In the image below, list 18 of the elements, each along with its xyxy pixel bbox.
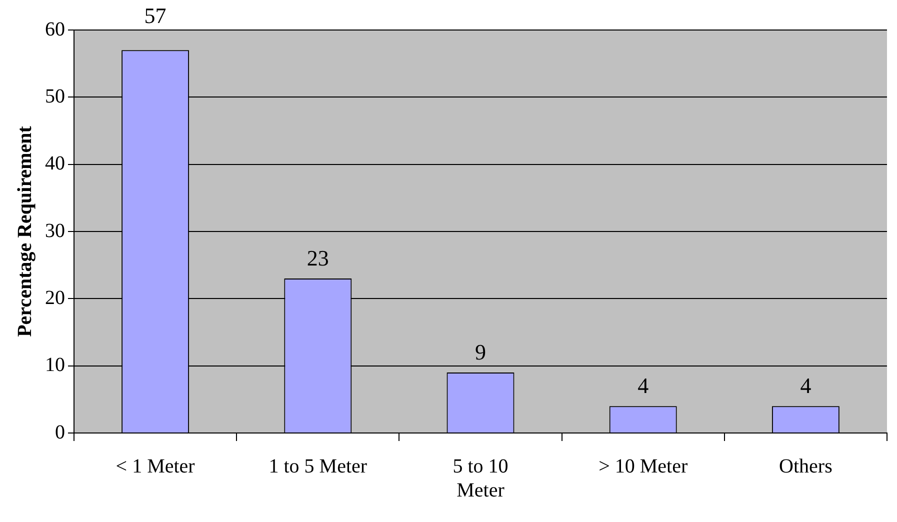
y-tick-label: 0 — [55, 421, 65, 444]
x-tick-label: 1 to 5 Meter — [268, 455, 368, 478]
x-tick-label: Others — [779, 455, 833, 478]
data-label: 57 — [144, 2, 166, 28]
y-tick-label: 50 — [45, 85, 65, 108]
x-tick-label: 5 to 10 Meter — [452, 455, 508, 502]
data-label: 9 — [475, 339, 486, 364]
y-tick-label: 10 — [45, 354, 65, 376]
y-axis-title: Percentage Requirement — [14, 126, 36, 337]
data-label: 4 — [638, 372, 649, 398]
data-label: 4 — [800, 372, 812, 398]
x-tick-label: > 10 Meter — [598, 455, 688, 478]
data-label: 23 — [306, 245, 329, 270]
x-tick-label: < 1 Meter — [116, 455, 196, 478]
y-tick-label: 30 — [45, 220, 65, 242]
y-tick-label: 40 — [45, 152, 65, 175]
y-tick-label: 60 — [45, 18, 65, 40]
y-tick-label: 20 — [45, 286, 65, 309]
